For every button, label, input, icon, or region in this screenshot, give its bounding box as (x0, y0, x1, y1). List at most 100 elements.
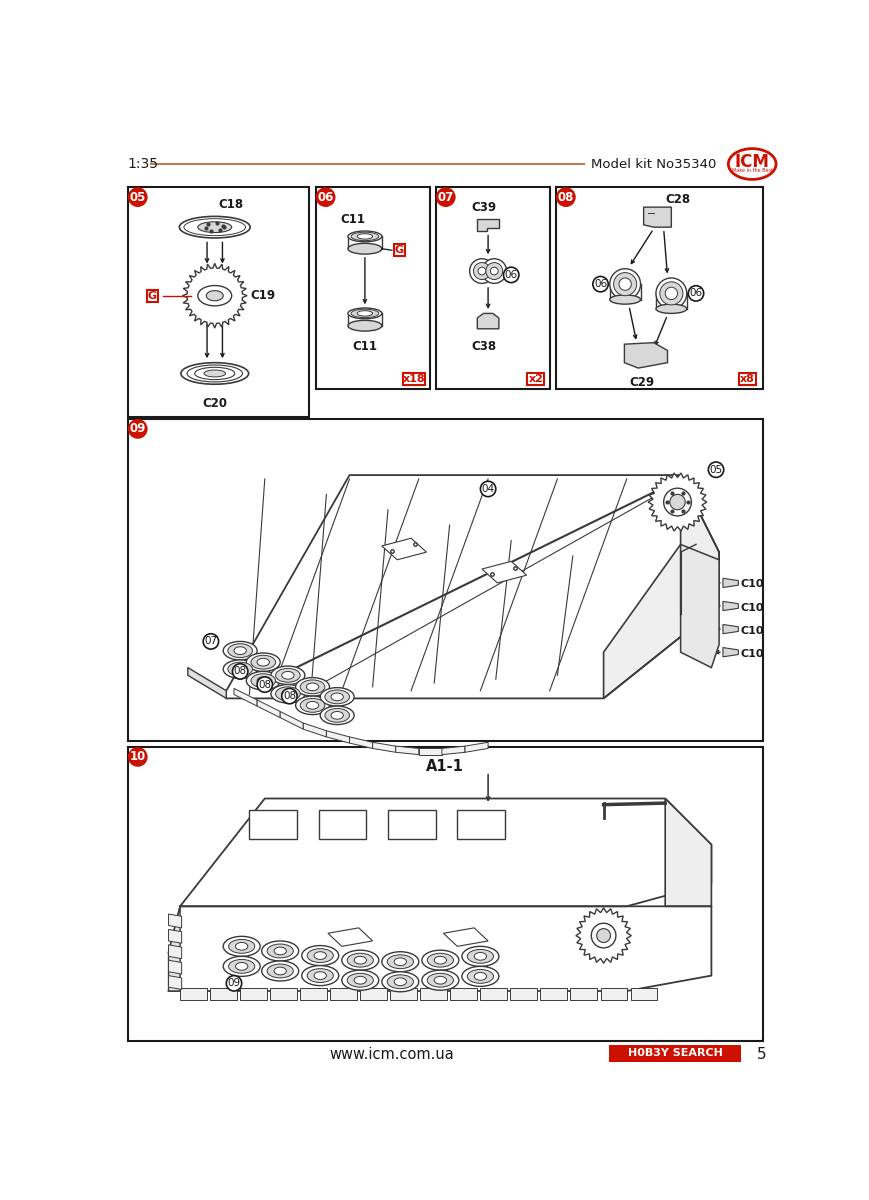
Ellipse shape (300, 698, 325, 713)
Text: C10: C10 (740, 625, 764, 636)
Ellipse shape (468, 949, 494, 964)
Ellipse shape (234, 647, 246, 654)
Polygon shape (210, 988, 237, 1001)
Bar (315, 187, 429, 389)
Text: 05: 05 (709, 464, 723, 475)
Polygon shape (680, 545, 720, 667)
Ellipse shape (275, 668, 300, 683)
Ellipse shape (302, 966, 339, 985)
Text: 08: 08 (234, 666, 247, 677)
Ellipse shape (351, 310, 379, 318)
Ellipse shape (468, 970, 494, 983)
Ellipse shape (462, 947, 499, 966)
Ellipse shape (187, 365, 242, 382)
Ellipse shape (181, 362, 249, 384)
Ellipse shape (229, 940, 255, 953)
Polygon shape (300, 988, 327, 1001)
Ellipse shape (462, 966, 499, 986)
Ellipse shape (421, 971, 459, 990)
Polygon shape (510, 988, 537, 1001)
Polygon shape (169, 944, 182, 959)
Ellipse shape (228, 643, 253, 658)
Ellipse shape (282, 672, 294, 679)
Polygon shape (576, 908, 631, 964)
Ellipse shape (204, 370, 226, 377)
Ellipse shape (223, 660, 257, 678)
Ellipse shape (490, 268, 498, 275)
Ellipse shape (597, 929, 611, 942)
Ellipse shape (257, 677, 269, 684)
Ellipse shape (348, 973, 374, 988)
Circle shape (708, 462, 724, 478)
Text: C10: C10 (740, 580, 764, 589)
Bar (527, 373, 544, 385)
Ellipse shape (246, 672, 280, 690)
Circle shape (203, 634, 219, 649)
Text: www.icm.com.ua: www.icm.com.ua (329, 1046, 454, 1062)
Ellipse shape (395, 958, 407, 966)
Text: C28: C28 (665, 193, 690, 206)
Polygon shape (457, 810, 505, 839)
Bar (609, 1045, 741, 1062)
Ellipse shape (486, 263, 503, 280)
Text: 10: 10 (129, 750, 146, 763)
Ellipse shape (321, 706, 355, 725)
Ellipse shape (195, 367, 235, 379)
Ellipse shape (474, 972, 487, 980)
Ellipse shape (262, 941, 299, 961)
Ellipse shape (295, 696, 329, 714)
Polygon shape (631, 988, 658, 1001)
Ellipse shape (223, 956, 260, 977)
Ellipse shape (619, 278, 631, 290)
Ellipse shape (348, 232, 381, 241)
Polygon shape (361, 988, 388, 1001)
Polygon shape (373, 743, 395, 752)
Polygon shape (257, 700, 280, 718)
Text: ICM: ICM (735, 152, 770, 170)
Polygon shape (395, 746, 419, 755)
Polygon shape (600, 988, 627, 1001)
Text: Model kit No35340: Model kit No35340 (591, 157, 716, 170)
Bar (740, 373, 756, 385)
Polygon shape (477, 218, 499, 232)
Ellipse shape (295, 678, 329, 696)
Polygon shape (270, 988, 297, 1001)
Circle shape (557, 188, 574, 205)
Polygon shape (723, 601, 739, 611)
Circle shape (233, 664, 248, 679)
Polygon shape (327, 731, 349, 743)
Ellipse shape (342, 971, 379, 990)
Text: 06: 06 (594, 280, 607, 289)
Ellipse shape (271, 684, 305, 703)
Text: C11: C11 (341, 212, 366, 226)
Text: C18: C18 (219, 198, 243, 210)
Text: 07: 07 (438, 191, 454, 204)
Polygon shape (482, 562, 527, 583)
Ellipse shape (302, 946, 339, 966)
Polygon shape (604, 475, 720, 698)
Polygon shape (180, 988, 207, 1001)
Ellipse shape (307, 702, 319, 709)
Ellipse shape (198, 286, 232, 306)
Polygon shape (319, 810, 367, 839)
Ellipse shape (228, 662, 253, 676)
Text: 08: 08 (283, 691, 296, 701)
Polygon shape (188, 667, 226, 698)
Ellipse shape (267, 964, 294, 978)
Ellipse shape (229, 960, 255, 973)
Ellipse shape (321, 688, 355, 706)
Ellipse shape (275, 686, 300, 701)
Text: 08: 08 (558, 191, 574, 204)
Ellipse shape (434, 977, 447, 984)
Ellipse shape (482, 259, 507, 283)
Ellipse shape (469, 259, 494, 283)
Polygon shape (570, 988, 598, 1001)
Ellipse shape (274, 947, 287, 955)
Polygon shape (465, 743, 488, 752)
Polygon shape (169, 914, 182, 928)
Bar (128, 187, 309, 416)
Text: G: G (148, 290, 157, 301)
Ellipse shape (388, 974, 414, 989)
Text: x18: x18 (403, 374, 426, 384)
Ellipse shape (614, 272, 637, 295)
